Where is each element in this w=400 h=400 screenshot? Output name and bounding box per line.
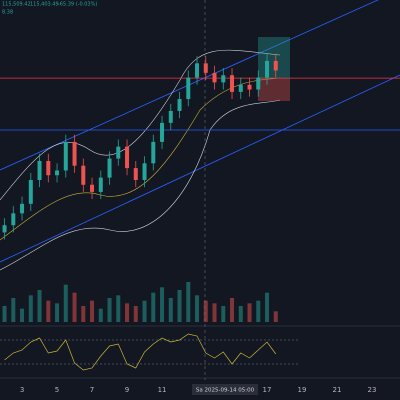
- position-loss: [258, 79, 290, 101]
- header-value: -65.39 (-0.03%): [58, 2, 97, 8]
- candle-body: [265, 60, 270, 78]
- header-value: 115,403.49: [30, 2, 59, 8]
- volume-bar: [133, 306, 138, 322]
- x-tick-label: 5: [55, 386, 59, 394]
- volume-bar: [28, 295, 33, 322]
- candle-body: [195, 63, 200, 78]
- volume-bar: [37, 290, 42, 322]
- volume-bar: [63, 284, 68, 322]
- volume-bar: [151, 292, 156, 322]
- candle-body: [256, 77, 261, 90]
- volume-bar: [107, 298, 112, 322]
- band-lower: [0, 99, 281, 271]
- volume-bar: [72, 292, 77, 322]
- volume-bar: [168, 298, 173, 322]
- volume-bar: [247, 303, 252, 322]
- x-tick-label: 21: [333, 386, 342, 394]
- volume-bar: [203, 300, 208, 322]
- candle-body: [81, 165, 86, 185]
- volume-bar: [20, 308, 25, 322]
- volume-bar: [90, 300, 95, 322]
- volume-bar: [55, 303, 60, 322]
- candle-body: [55, 170, 60, 176]
- position-profit: [258, 37, 290, 79]
- volume-bar: [221, 306, 226, 322]
- x-tick-label: 19: [298, 386, 307, 394]
- candle-body: [20, 203, 25, 214]
- volume-bar: [195, 295, 200, 322]
- volume-bar: [256, 300, 261, 322]
- candle-body: [90, 184, 95, 192]
- volume-bar: [230, 298, 235, 322]
- x-tick-label: 17: [263, 386, 272, 394]
- candle-body: [151, 141, 156, 164]
- volume-bar: [273, 311, 278, 322]
- candle-body: [107, 158, 112, 178]
- candle-body: [238, 84, 243, 92]
- volume-bar: [142, 300, 147, 322]
- candle-body: [28, 180, 33, 204]
- candle-body: [72, 141, 77, 166]
- volume-bar: [81, 306, 86, 322]
- volume-bar: [265, 292, 270, 322]
- candle-body: [168, 110, 173, 123]
- header-value: 115,509.42: [2, 2, 31, 8]
- candle-body: [203, 63, 208, 73]
- volume-bar: [186, 282, 191, 322]
- candle-body: [46, 160, 51, 176]
- volume-bar: [116, 295, 121, 322]
- volume-bar: [177, 290, 182, 322]
- volume-bar: [46, 300, 51, 322]
- x-tick-label: 11: [158, 386, 167, 394]
- volume-bar: [11, 298, 16, 322]
- candle-body: [98, 177, 103, 192]
- volume-bar: [212, 303, 217, 322]
- channel-line: [0, 0, 379, 171]
- cursor-box: [192, 384, 258, 395]
- x-tick-label: 9: [125, 386, 129, 394]
- candle-body: [221, 75, 226, 83]
- candle-body: [247, 84, 252, 90]
- x-tick-label: 7: [90, 386, 94, 394]
- rsi-line: [4, 333, 277, 371]
- volume-bar: [98, 308, 103, 322]
- cursor-label: Sa 2025-09-14 05:00: [196, 388, 255, 394]
- candle-body: [273, 60, 278, 71]
- candle-body: [160, 122, 165, 142]
- volume-label: 8.38: [2, 10, 13, 16]
- candle-body: [37, 160, 42, 180]
- x-tick-label: 3: [20, 386, 24, 394]
- channel-line: [0, 74, 400, 263]
- candle-body: [212, 72, 217, 83]
- candle-body: [177, 99, 182, 111]
- volume-bar: [125, 303, 130, 322]
- x-tick-label: 23: [368, 386, 377, 394]
- candle-body: [125, 146, 130, 169]
- band-middle: [0, 77, 281, 241]
- candle-body: [116, 146, 121, 159]
- candle-body: [63, 141, 68, 171]
- candle-body: [142, 163, 147, 180]
- candle-body: [133, 168, 138, 180]
- candle-body: [11, 213, 16, 226]
- band-upper: [0, 49, 281, 201]
- volume-bar: [2, 306, 7, 322]
- volume-bar: [238, 306, 243, 322]
- candle-body: [186, 77, 191, 100]
- volume-bar: [160, 287, 165, 322]
- candle-body: [2, 225, 7, 233]
- candle-body: [230, 75, 235, 92]
